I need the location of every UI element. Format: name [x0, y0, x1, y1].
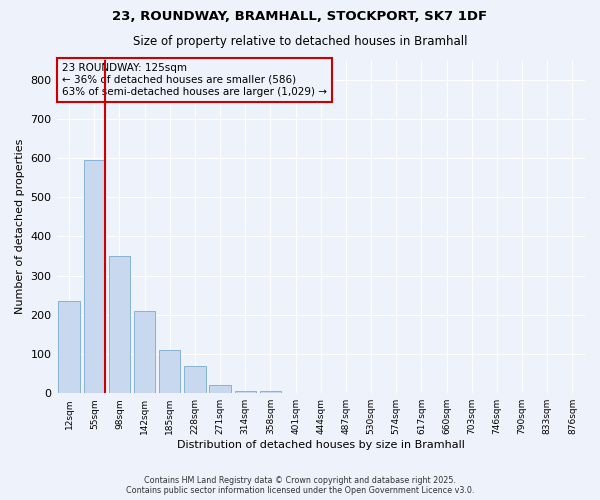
Y-axis label: Number of detached properties: Number of detached properties: [15, 139, 25, 314]
Text: 23, ROUNDWAY, BRAMHALL, STOCKPORT, SK7 1DF: 23, ROUNDWAY, BRAMHALL, STOCKPORT, SK7 1…: [112, 10, 488, 23]
Text: 23 ROUNDWAY: 125sqm
← 36% of detached houses are smaller (586)
63% of semi-detac: 23 ROUNDWAY: 125sqm ← 36% of detached ho…: [62, 64, 327, 96]
Bar: [184, 366, 206, 393]
Bar: [260, 391, 281, 393]
Bar: [235, 391, 256, 393]
Bar: [109, 256, 130, 393]
Bar: [159, 350, 181, 393]
Bar: [134, 311, 155, 393]
Bar: [58, 301, 80, 393]
Bar: [209, 386, 231, 393]
X-axis label: Distribution of detached houses by size in Bramhall: Distribution of detached houses by size …: [177, 440, 465, 450]
Text: Size of property relative to detached houses in Bramhall: Size of property relative to detached ho…: [133, 35, 467, 48]
Text: Contains HM Land Registry data © Crown copyright and database right 2025.
Contai: Contains HM Land Registry data © Crown c…: [126, 476, 474, 495]
Bar: [83, 160, 105, 393]
